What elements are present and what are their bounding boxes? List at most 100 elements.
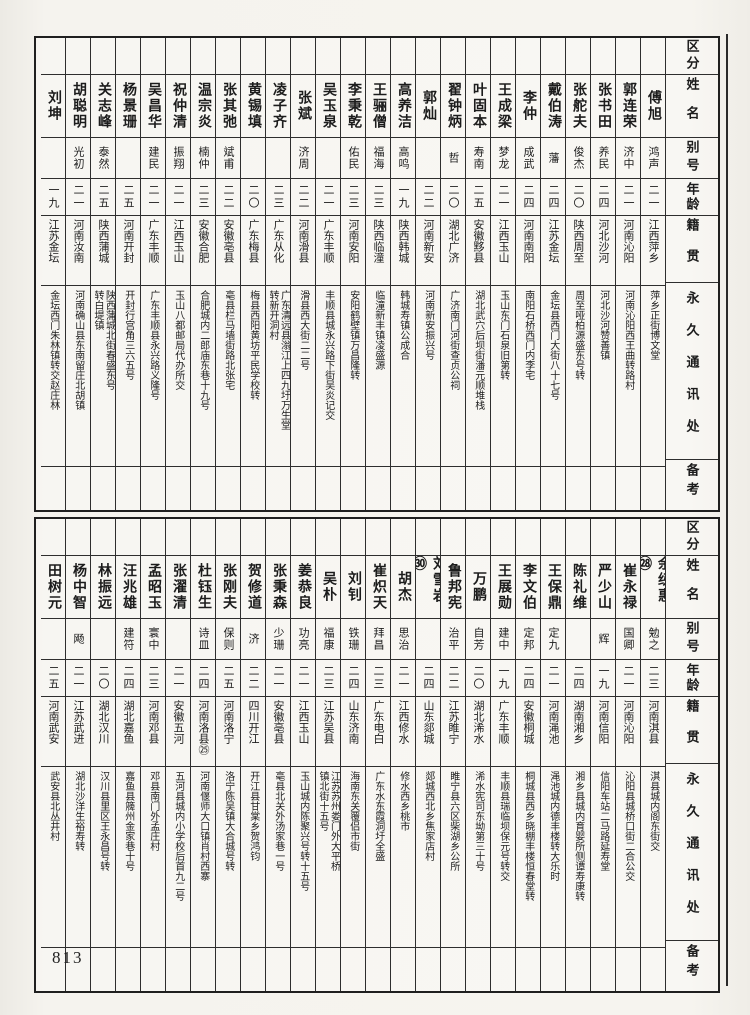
origin-cell: 河南汝南 xyxy=(66,216,90,286)
header-alias: 别号 xyxy=(666,619,718,660)
age-cell: 二〇 xyxy=(241,179,265,216)
alias-cell: 养民 xyxy=(591,138,615,179)
region-cell xyxy=(541,38,565,75)
region-cell xyxy=(341,38,365,75)
alias-cell xyxy=(316,138,340,179)
alias-cell: 建中 xyxy=(491,619,515,660)
person-column: 张秉森 少珊 二一 安徽亳县 亳县北关外汤家巷一号 xyxy=(265,519,290,991)
origin-cell: 安徽合肥 xyxy=(191,216,215,286)
address-cell: 滑县西大街二二号 xyxy=(291,286,315,467)
alias-cell: 建民 xyxy=(141,138,165,179)
remark-cell xyxy=(41,467,65,510)
origin-cell: 江苏武进 xyxy=(66,697,90,767)
alias-cell xyxy=(416,619,440,660)
remark-cell xyxy=(366,948,390,991)
alias-cell: 寿南 xyxy=(466,138,490,179)
age-cell: 二一 xyxy=(391,660,415,697)
remark-cell xyxy=(366,467,390,510)
header-origin: 籍贯 xyxy=(666,697,718,764)
origin-cell: 安徽亳县 xyxy=(266,697,290,767)
remark-cell xyxy=(266,467,290,510)
name-cell: 张书田 xyxy=(591,75,615,138)
page-number: 813 xyxy=(52,948,84,967)
person-column: 王成梁 梦龙 二一 江西玉山 玉山东门石泉旧第转 xyxy=(490,38,515,510)
name-cell: 姜恭良 xyxy=(291,556,315,619)
age-cell: 二〇 xyxy=(466,660,490,697)
person-column: 余纫惠㉘ 勉之 二三 河南淇县 淇县城内阁东街交 xyxy=(640,519,665,991)
origin-cell: 湖北浠水 xyxy=(466,697,490,767)
name-cell: 高养洁 xyxy=(391,75,415,138)
remark-cell xyxy=(391,948,415,991)
age-cell: 二一 xyxy=(66,179,90,216)
address-cell: 浠水宪司东坳第三十号 xyxy=(466,767,490,948)
region-cell xyxy=(566,38,590,75)
registry-table-bottom: 区分 姓名 别号 年龄 籍贯 永久通讯处 备考 余纫惠㉘ 勉之 二三 河南淇县 淇县城内阁东街交 崔永禄… xyxy=(34,517,720,993)
person-column: 郭灿 二二 河南新安 河南新安振兴号 xyxy=(415,38,440,510)
age-cell: 二四 xyxy=(541,179,565,216)
header-alias: 别号 xyxy=(666,138,718,179)
origin-cell: 河南淇县 xyxy=(641,697,665,767)
remark-cell xyxy=(541,467,565,510)
region-cell xyxy=(366,38,390,75)
header-column: 区分 姓名 别号 年龄 籍贯 永久通讯处 备考 xyxy=(665,519,718,991)
origin-cell: 江西萍乡 xyxy=(641,216,665,286)
address-cell: 河南确山县东南留庄北胡镇 xyxy=(66,286,90,467)
age-cell: 二四 xyxy=(566,660,590,697)
remark-cell xyxy=(491,467,515,510)
alias-cell: 功亮 xyxy=(291,619,315,660)
origin-cell: 河南沁阳 xyxy=(616,697,640,767)
address-cell: 汉川县里区王永昌号转 xyxy=(91,767,115,948)
origin-cell: 广东丰顺 xyxy=(316,216,340,286)
registry-table-top: 区分 姓名 别号 年龄 籍贯 永久通讯处 备考 傅旭 鸿声 二一 江西萍乡 萍乡正街博文堂 郭连荣 济中二… xyxy=(34,36,720,512)
age-cell: 二一 xyxy=(266,660,290,697)
remark-cell xyxy=(216,467,240,510)
person-column: 吴昌华 建民 二一 广东丰顺 广东丰顺县永兴路义隆号 xyxy=(140,38,165,510)
region-cell xyxy=(641,38,665,75)
region-cell xyxy=(191,38,215,75)
person-column: 刘坤 一九 江苏金坛 金坛西门朱林镇转交赵庄林 xyxy=(41,38,65,510)
region-cell xyxy=(341,519,365,556)
alias-cell: 成武 xyxy=(516,138,540,179)
origin-cell: 陕西韩城 xyxy=(391,216,415,286)
remark-cell xyxy=(516,467,540,510)
region-cell xyxy=(516,38,540,75)
remark-cell xyxy=(491,948,515,991)
header-remark: 备考 xyxy=(684,943,700,982)
alias-cell: 梦龙 xyxy=(491,138,515,179)
remark-cell xyxy=(291,467,315,510)
alias-cell: 铁珊 xyxy=(341,619,365,660)
alias-cell xyxy=(41,619,65,660)
remark-cell xyxy=(191,467,215,510)
address-cell: 沁阳县城桥口街二合公交 xyxy=(616,767,640,948)
age-cell: 二四 xyxy=(516,660,540,697)
alias-cell xyxy=(91,619,115,660)
remark-cell xyxy=(391,467,415,510)
age-cell: 二三 xyxy=(266,179,290,216)
age-cell: 二四 xyxy=(516,179,540,216)
region-cell xyxy=(416,38,440,75)
alias-cell xyxy=(266,138,290,179)
age-cell: 二三 xyxy=(366,660,390,697)
age-cell: 二五 xyxy=(91,179,115,216)
origin-cell: 河南沁阳 xyxy=(616,216,640,286)
alias-cell xyxy=(116,138,140,179)
person-column: 张舵夫 俊杰 二〇 陕西周至 周至哑柏源盛东号转 xyxy=(565,38,590,510)
region-cell xyxy=(141,38,165,75)
alias-cell: 建符 xyxy=(116,619,140,660)
remark-cell xyxy=(166,467,190,510)
region-cell xyxy=(291,519,315,556)
person-column: 高养洁 高鸣 一九 陕西韩城 韩城寿镇公成合 xyxy=(390,38,415,510)
person-column: 张濯清 二一 安徽五河 五河县城内小学校后首九二号 xyxy=(165,519,190,991)
age-cell: 二二 xyxy=(216,179,240,216)
age-cell: 二五 xyxy=(41,660,65,697)
person-column: 李秉乾 佑民 二三 河南安阳 安阳鹤壁镇万昌隆转 xyxy=(340,38,365,510)
remark-cell xyxy=(191,948,215,991)
region-cell xyxy=(491,519,515,556)
name-cell: 吴玉泉 xyxy=(316,75,340,138)
name-cell: 胡杰 xyxy=(391,556,415,619)
age-cell: 二一 xyxy=(66,660,90,697)
name-cell: 张其弛 xyxy=(216,75,240,138)
name-cell: 杜钰生 xyxy=(191,556,215,619)
origin-cell: 江西玉山 xyxy=(291,697,315,767)
age-cell: 二一 xyxy=(616,179,640,216)
